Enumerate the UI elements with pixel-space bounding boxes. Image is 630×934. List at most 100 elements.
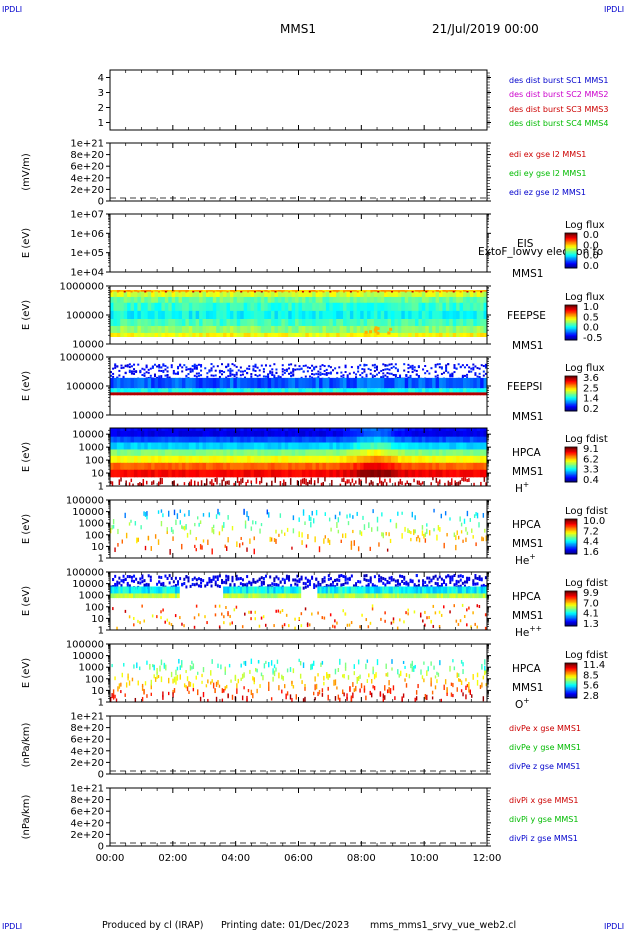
spectrogram-cell: [298, 462, 303, 471]
spectrogram-cell: [283, 578, 286, 582]
spectrogram-cell: [144, 302, 149, 312]
colorbar-swatch: [565, 390, 577, 393]
spectrogram-cell: [212, 377, 217, 389]
spectrogram-cell: [336, 430, 341, 438]
spectrogram-cell: [339, 436, 344, 444]
spectrogram-cell: [133, 436, 139, 444]
spectrogram-cell: [391, 290, 396, 293]
spectrogram-cell: [346, 291, 351, 298]
spectrogram-cell: [260, 523, 263, 527]
spectrogram-cell: [288, 367, 291, 370]
spectrogram-cell: [122, 366, 125, 369]
spectrogram-cell: [294, 364, 297, 367]
spectrogram-cell: [295, 296, 300, 304]
spectrogram-cell: [466, 462, 471, 471]
spectrogram-cell: [408, 530, 411, 534]
spectrogram-cell: [281, 624, 284, 628]
spectrogram-cell: [157, 291, 163, 298]
spectrogram-cell: [153, 586, 157, 594]
spectrogram-cell: [226, 296, 231, 304]
spectrogram-cell: [452, 388, 457, 393]
spectrogram-cell: [158, 375, 161, 378]
spectrogram-cell: [373, 319, 378, 327]
spectrogram-cell: [231, 586, 235, 594]
spectrogram-cell: [164, 368, 167, 371]
spectrogram-cell: [456, 302, 461, 312]
spectrogram-cell: [322, 462, 327, 471]
spectrogram-cell: [296, 586, 300, 594]
spectrogram-cell: [192, 291, 197, 298]
spectrogram-cell: [185, 575, 188, 579]
spectrogram-cell: [130, 449, 135, 457]
spectrogram-cell: [300, 612, 303, 616]
spectrogram-cell: [466, 442, 471, 451]
spectrogram-cell: [325, 296, 330, 304]
spectrogram-cell: [214, 575, 217, 579]
spectrogram-cell: [239, 576, 242, 580]
spectrogram-cell: [253, 469, 258, 478]
spectrogram-cell: [248, 610, 250, 614]
spectrogram-cell: [114, 366, 117, 369]
spectrogram-cell: [296, 368, 299, 371]
spectrogram-cell: [482, 593, 486, 599]
colorbar-swatch: [565, 449, 577, 452]
spectrogram-cell: [125, 532, 128, 539]
spectrogram-cell: [401, 462, 406, 471]
spectrogram-cell: [295, 462, 300, 471]
spectrogram-cell: [396, 370, 399, 373]
spectrogram-cell: [308, 579, 311, 583]
spectrogram-cell: [459, 290, 464, 293]
spectrogram-cell: [449, 319, 454, 327]
spectrogram-cell: [160, 366, 163, 369]
spectrogram-cell: [260, 442, 265, 451]
spectrogram-cell: [264, 430, 269, 438]
spectrogram-cell: [435, 428, 440, 432]
spectrogram-cell: [484, 586, 487, 594]
spectrogram-cell: [329, 377, 334, 389]
spectrogram-cell: [415, 442, 420, 451]
spectrogram-cell: [151, 325, 156, 334]
spectrogram-cell: [123, 290, 128, 293]
spectrogram-cell: [422, 593, 425, 599]
spectrogram-cell: [343, 428, 348, 432]
spectrogram-cell: [418, 291, 423, 298]
colorbar-swatch: [565, 310, 577, 313]
spectrogram-cell: [183, 513, 186, 517]
spectrogram-cell: [267, 436, 272, 444]
spectrogram-cell: [168, 593, 172, 599]
spectrogram-cell: [338, 575, 341, 579]
spectrogram-cell: [421, 392, 426, 396]
spectrogram-cell: [476, 586, 480, 594]
spectrogram-cell: [279, 610, 282, 614]
spectrogram-cell: [130, 372, 133, 375]
spectrogram-cell: [430, 619, 432, 623]
spectrogram-cell: [166, 618, 169, 622]
spectrogram-cell: [254, 593, 258, 599]
spectrogram-cell: [473, 291, 478, 298]
colorbar-swatch: [565, 477, 577, 480]
spectrogram-cell: [164, 455, 169, 464]
spectrogram-cell: [411, 455, 416, 464]
spectrogram-cell: [291, 291, 296, 298]
spectrogram-cell: [394, 449, 399, 457]
spectrogram-cell: [130, 462, 135, 471]
spectrogram-cell: [252, 368, 255, 371]
spectrogram-cell: [319, 388, 324, 393]
spectrogram-cell: [164, 586, 168, 594]
spectrogram-cell: [133, 462, 139, 471]
spectrogram-cell: [301, 332, 306, 337]
spectrogram-cell: [466, 580, 469, 584]
spectrogram-cell: [468, 370, 471, 373]
spectrogram-cell: [384, 455, 389, 464]
spectrogram-cell: [205, 436, 210, 444]
spectrogram-cell: [295, 332, 300, 337]
spectrogram-cell: [291, 455, 296, 464]
spectrogram-cell: [147, 436, 152, 444]
spectrogram-cell: [458, 535, 460, 540]
spectrogram-cell: [291, 392, 296, 396]
spectrogram-cell: [128, 593, 132, 599]
spectrogram-cell: [212, 449, 217, 457]
spectrogram-cell: [404, 296, 409, 304]
